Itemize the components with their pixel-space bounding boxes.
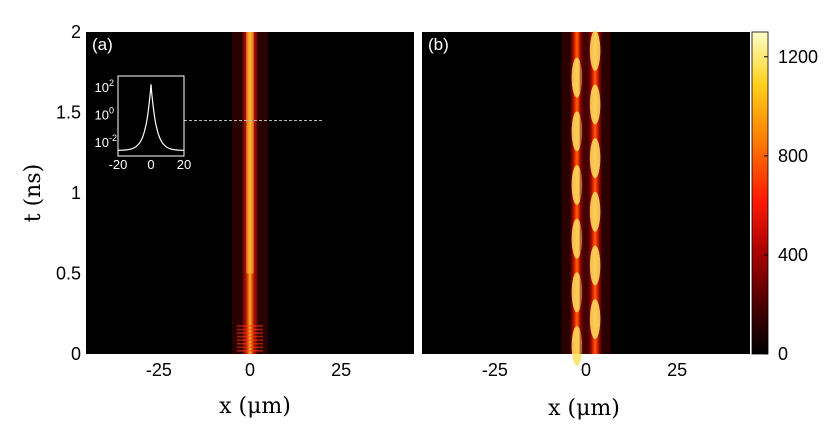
inset-x-tick-label-0: -20 [109,157,128,172]
beam-peak-b-1-5 [589,30,601,71]
panel-a-y-axis-title: t (ns) [21,164,46,222]
beam-peak-b-0-5 [571,57,583,98]
x-tick-label-a-2: 25 [331,360,351,380]
inset-y-tick-exponent-2: -2 [109,133,117,143]
inset-y-tick-label-1: 10 [95,108,109,123]
panel-b: (b) -25 0 25 x (μm) [422,30,750,421]
inset-x-tick-label-2: 20 [177,157,191,172]
beam-peak-b-1-0 [589,299,601,340]
panel-b-ticks: -25 0 25 [482,360,687,380]
beam-peak-b-0-1 [571,272,583,313]
y-tick-label-a-3: 1.5 [56,103,81,123]
x-tick-label-a-0: -25 [146,360,172,380]
panel-a-ticks: -25 0 25 0 0.5 1 1.5 2 [56,22,351,380]
colorbar-tick-label-0: 0 [778,344,788,364]
panel-b-plot-area [422,32,750,354]
colorbar: 0 400 800 1200 [751,31,818,364]
beam-peak-b-1-4 [589,84,601,125]
beam-peak-b-1-1 [589,245,601,286]
colorbar-ticks: 0 400 800 1200 [764,47,818,364]
inset-y-tick-label-0: 10 [95,80,109,95]
panel-a-x-axis-title: x (μm) [219,394,291,419]
x-tick-label-b-1: 0 [581,360,591,380]
inset-y-tick-exponent-0: 2 [109,78,114,88]
panel-a-beams [232,32,268,354]
inset-profile-curve [117,84,185,151]
x-tick-label-b-0: -25 [482,360,508,380]
colorbar-gradient [751,31,769,355]
panel-b-beams [561,30,611,366]
panel-b-label: (b) [428,35,449,54]
beam-peak-b-0-4 [571,111,583,152]
y-tick-label-a-1: 0.5 [56,264,81,284]
y-tick-label-a-2: 1 [71,183,81,203]
panel-b-x-axis-title: x (μm) [548,396,620,421]
beam-peak-b-1-3 [589,138,601,179]
y-tick-label-a-4: 2 [71,22,81,42]
beam-peak-b-0-2 [571,218,583,259]
colorbar-tick-label-2: 800 [778,146,808,166]
inset-y-tick-exponent-1: 0 [109,106,114,116]
inset-x-tick-label-1: 0 [147,157,154,172]
inset-frame [117,75,185,157]
colorbar-tick-label-1: 400 [778,245,808,265]
beam-peak-b-0-0 [571,325,583,366]
x-tick-label-a-1: 0 [245,360,255,380]
inset-y-tick-label-2: 10 [95,135,109,150]
panel-a-label: (a) [92,35,113,54]
beam-peak-b-1-2 [589,191,601,232]
colorbar-tick-label-3: 1200 [778,47,818,67]
y-tick-label-a-0: 0 [71,344,81,364]
x-tick-label-b-2: 25 [667,360,687,380]
beam-core-a-0 [246,32,254,274]
beam-peak-b-0-3 [571,164,583,205]
